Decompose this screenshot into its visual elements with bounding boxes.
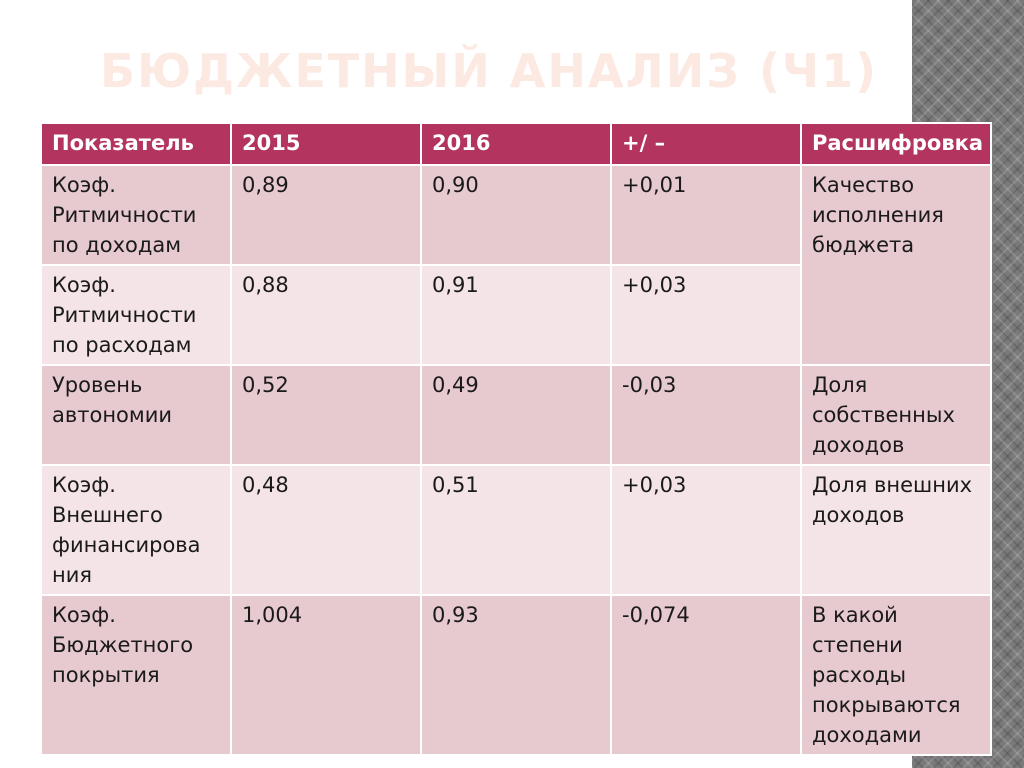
description-cell: Качество исполнения бюджета [800, 164, 992, 366]
table-row: Коэф. Бюджетного покрытия 1,004 0,93 -0,… [40, 594, 992, 756]
table-header-row: Показатель 2015 2016 +/ – Расшифровка [40, 122, 992, 166]
description-cell: В какой степени расходы покрываются дохо… [800, 594, 992, 756]
delta-cell: -0,03 [610, 364, 802, 466]
description-cell: Доля внешних доходов [800, 464, 992, 596]
indicator-cell: Коэф. Внешнего финансирова ния [40, 464, 232, 596]
indicator-cell: Коэф. Ритмичности по доходам [40, 164, 232, 266]
value-2016-cell: 0,91 [420, 264, 612, 366]
value-2015-cell: 0,89 [230, 164, 422, 266]
indicator-cell: Коэф. Ритмичности по расходам [40, 264, 232, 366]
value-2015-cell: 0,52 [230, 364, 422, 466]
value-2016-cell: 0,49 [420, 364, 612, 466]
budget-analysis-table: Показатель 2015 2016 +/ – Расшифровка Ко… [40, 122, 992, 756]
value-2016-cell: 0,90 [420, 164, 612, 266]
delta-cell: +0,03 [610, 464, 802, 596]
value-2016-cell: 0,93 [420, 594, 612, 756]
delta-cell: +0,03 [610, 264, 802, 366]
table-row: Коэф. Внешнего финансирова ния 0,48 0,51… [40, 464, 992, 596]
value-2015-cell: 0,48 [230, 464, 422, 596]
value-2015-cell: 1,004 [230, 594, 422, 756]
description-cell: Доля собственных доходов [800, 364, 992, 466]
column-header-delta: +/ – [610, 122, 802, 166]
column-header-description: Расшифровка [800, 122, 992, 166]
table-row: Коэф. Ритмичности по расходам 0,88 0,91 … [40, 264, 991, 366]
table-row: Коэф. Ритмичности по доходам 0,89 0,90 +… [40, 164, 992, 366]
slide-title: БЮДЖЕТНЫЙ АНАЛИЗ (Ч1) [100, 44, 879, 98]
column-header-indicator: Показатель [40, 122, 232, 166]
indicator-cell: Коэф. Бюджетного покрытия [40, 594, 232, 756]
delta-cell: +0,01 [610, 164, 802, 266]
delta-cell: -0,074 [610, 594, 802, 756]
value-2016-cell: 0,51 [420, 464, 612, 596]
table-row: Уровень автономии 0,52 0,49 -0,03 Доля с… [40, 364, 992, 466]
value-2015-cell: 0,88 [230, 264, 422, 366]
column-header-2016: 2016 [420, 122, 612, 166]
column-header-2015: 2015 [230, 122, 422, 166]
indicator-cell: Уровень автономии [40, 364, 232, 466]
